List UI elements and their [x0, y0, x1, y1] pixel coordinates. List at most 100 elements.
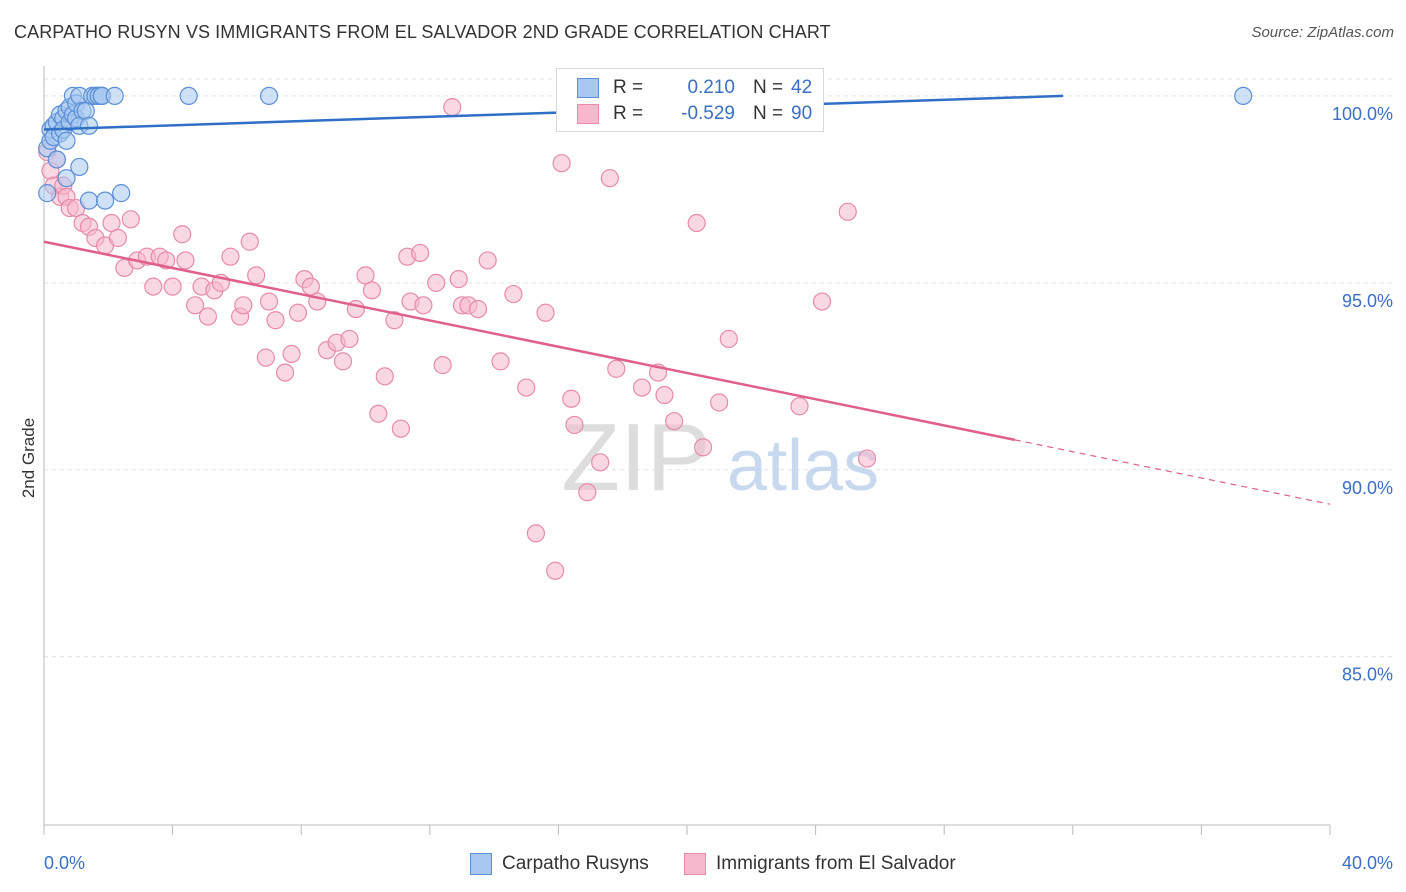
elsalvador-point — [333, 352, 353, 371]
watermark-atlas: atlas — [727, 426, 879, 506]
elsalvador-point — [282, 344, 301, 363]
elsalvador-point — [121, 210, 140, 229]
carpatho-point — [79, 191, 99, 210]
carpatho-point — [57, 131, 76, 150]
elsalvador-point — [517, 378, 536, 397]
elsalvador-point — [108, 228, 128, 248]
elsalvador-point — [288, 303, 308, 322]
elsalvador-point — [591, 453, 610, 472]
elsalvador-point — [468, 299, 488, 319]
carpatho-point — [79, 116, 99, 135]
r-value: 0.210 — [687, 77, 735, 98]
legend-label-elsalvador: Immigrants from El Salvador — [716, 853, 956, 874]
carpatho-point — [105, 86, 124, 106]
elsalvador-point — [259, 292, 279, 311]
grid-layer — [44, 78, 1396, 658]
y-tick-label: 90.0% — [1342, 478, 1393, 498]
legend-swatch-carpatho — [470, 853, 492, 875]
elsalvador-point — [632, 378, 652, 397]
r-value: -0.529 — [681, 103, 735, 124]
elsalvador-point — [443, 98, 462, 117]
carpatho-point — [259, 86, 279, 106]
elsalvador-point — [369, 404, 388, 423]
n-value: 90 — [791, 103, 813, 124]
carpatho-point — [1234, 86, 1253, 106]
elsalvador-point — [449, 270, 468, 289]
elsalvador-point — [838, 202, 857, 221]
legend-label-carpatho: Carpatho Rusyns — [502, 853, 649, 874]
trend-layer — [43, 94, 1331, 505]
y-tick-label: 100.0% — [1332, 104, 1393, 124]
elsalvador-point — [385, 311, 404, 330]
elsalvador-point — [655, 385, 674, 405]
carpatho-point — [179, 86, 198, 106]
stats-legend: R = 0.210 N = 42 R = -0.529 N = 90 — [556, 68, 824, 132]
watermark: ZIP atlas — [561, 404, 879, 511]
elsalvador-point — [562, 389, 581, 408]
elsalvador-point — [391, 419, 410, 438]
elsalvador-point — [857, 449, 877, 468]
elsalvador-point — [552, 154, 571, 173]
elsalvador-point — [198, 307, 218, 326]
elsalvador-point — [247, 266, 266, 285]
elsalvador-point — [433, 356, 452, 375]
y-axis-label: 2nd Grade — [19, 418, 38, 498]
elsalvador-point — [478, 251, 497, 270]
elsalvador-point — [710, 393, 729, 412]
elsalvador-point — [186, 296, 205, 315]
elsalvador-point — [340, 329, 359, 349]
n-label: N = — [753, 103, 784, 124]
elsalvador-point — [173, 225, 192, 244]
r-label: R = — [613, 77, 644, 98]
carpatho-trend-line — [43, 94, 1064, 131]
elsalvador-point — [427, 273, 446, 292]
elsalvador-point — [693, 438, 713, 457]
points-layer — [38, 86, 1253, 580]
elsalvador-point — [546, 561, 565, 580]
elsalvador-trend-extension — [1014, 439, 1331, 505]
carpatho-point — [95, 191, 115, 210]
y-tick-label: 85.0% — [1342, 665, 1393, 685]
carpatho-point — [57, 169, 76, 188]
elsalvador-point — [411, 243, 430, 263]
elsalvador-point — [526, 524, 545, 543]
y-tick-label: 95.0% — [1342, 291, 1393, 311]
source-credit: Source: ZipAtlas.com — [1251, 24, 1394, 41]
elsalvador-point — [144, 277, 163, 296]
elsalvador-point — [356, 266, 375, 285]
carpatho-point — [70, 157, 89, 177]
carpatho-point — [112, 184, 131, 203]
elsalvador-point — [362, 281, 382, 300]
elsalvador-point — [578, 483, 597, 502]
x-tick-label: 0.0% — [44, 853, 85, 873]
elsalvador-point — [256, 348, 275, 367]
legend-swatch-elsalvador — [684, 853, 706, 875]
elsalvador-trend-line — [43, 240, 1016, 442]
elsalvador-point — [565, 415, 584, 435]
elsalvador-point — [176, 251, 195, 270]
r-label: R = — [613, 103, 644, 124]
elsalvador-point — [607, 359, 626, 378]
elsalvador-point — [102, 213, 121, 233]
elsalvador-point — [812, 292, 832, 311]
elsalvador-point — [240, 232, 259, 251]
elsalvador-point — [375, 367, 394, 386]
x-tick-label: 40.0% — [1342, 853, 1393, 873]
elsalvador-point — [719, 329, 738, 349]
swatch-carpatho — [577, 78, 599, 98]
elsalvador-point — [276, 363, 295, 382]
elsalvador-point — [600, 169, 619, 188]
elsalvador-point — [234, 296, 253, 315]
carpatho-point — [47, 150, 66, 169]
elsalvador-point — [665, 412, 684, 431]
elsalvador-point — [221, 247, 240, 266]
elsalvador-point — [266, 311, 285, 330]
swatch-elsalvador — [577, 104, 599, 124]
elsalvador-point — [163, 277, 182, 296]
elsalvador-point — [536, 303, 555, 322]
carpatho-point — [38, 184, 57, 203]
n-label: N = — [753, 77, 784, 98]
elsalvador-point — [504, 284, 523, 304]
chart-title: CARPATHO RUSYN VS IMMIGRANTS FROM EL SAL… — [14, 22, 831, 42]
